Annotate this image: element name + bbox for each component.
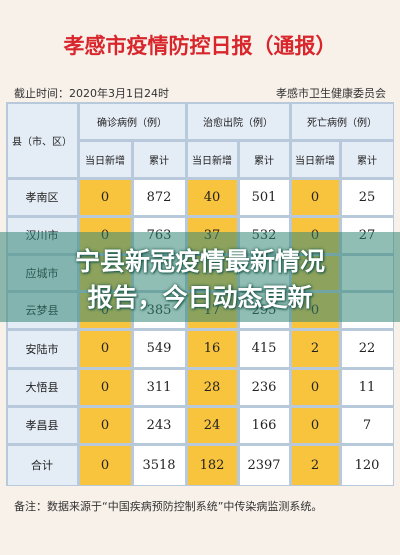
daily-count: 182 xyxy=(187,445,237,485)
total-count: 7 xyxy=(341,407,393,443)
daily-count: 2 xyxy=(291,330,339,367)
daily-count: 16 xyxy=(187,330,237,367)
region-name: 合计 xyxy=(7,445,77,485)
daily-count: 0 xyxy=(79,445,131,485)
sub-header: 累计 xyxy=(341,141,393,177)
daily-count: 0 xyxy=(79,369,131,405)
sub-header: 当日新增 xyxy=(79,141,131,177)
daily-count: 0 xyxy=(79,407,131,443)
sub-header: 累计 xyxy=(133,141,185,177)
total-count: 22 xyxy=(341,330,393,367)
group-header: 死亡病例（例） xyxy=(291,103,393,139)
sub-header: 当日新增 xyxy=(187,141,237,177)
daily-count: 0 xyxy=(291,407,339,443)
daily-count: 0 xyxy=(291,369,339,405)
total-count: 243 xyxy=(133,407,185,443)
issuer: 孝感市卫生健康委员会 xyxy=(276,87,386,100)
daily-count: 2 xyxy=(291,445,339,485)
sub-header: 当日新增 xyxy=(291,141,339,177)
total-count: 501 xyxy=(239,179,289,215)
total-count: 11 xyxy=(341,369,393,405)
daily-count: 0 xyxy=(291,179,339,215)
total-count: 415 xyxy=(239,330,289,367)
total-count: 549 xyxy=(133,330,185,367)
total-count: 120 xyxy=(341,445,393,485)
group-header: 治愈出院（例） xyxy=(187,103,289,139)
total-count: 2397 xyxy=(239,445,289,485)
cutoff-time: 截止时间：2020年3月1日24时 xyxy=(14,87,169,100)
total-count: 236 xyxy=(239,369,289,405)
total-count: 3518 xyxy=(133,445,185,485)
region-name: 大悟县 xyxy=(7,369,77,405)
daily-count: 0 xyxy=(79,179,131,215)
daily-count: 40 xyxy=(187,179,237,215)
banner-line: 报告，今日动态更新 xyxy=(87,283,313,312)
corner-header: 县（市、区） xyxy=(7,103,77,177)
banner: 宁县新冠疫情最新情况 报告，今日动态更新 xyxy=(0,232,400,322)
sub-header: 累计 xyxy=(239,141,289,177)
region-name: 孝昌县 xyxy=(7,407,77,443)
daily-count: 28 xyxy=(187,369,237,405)
total-count: 311 xyxy=(133,369,185,405)
total-count: 166 xyxy=(239,407,289,443)
banner-line: 宁县新冠疫情最新情况 xyxy=(74,247,325,276)
daily-count: 24 xyxy=(187,407,237,443)
title: 孝感市疫情防控日报（通报） xyxy=(63,33,337,58)
total-count: 25 xyxy=(341,179,393,215)
daily-count: 0 xyxy=(79,330,131,367)
note: 备注：数据来源于“中国疾病预防控制系统”中传染病监测系统。 xyxy=(14,500,323,513)
region-name: 孝南区 xyxy=(7,179,77,215)
group-header: 确诊病例（例） xyxy=(79,103,185,139)
total-count: 872 xyxy=(133,179,185,215)
region-name: 安陆市 xyxy=(7,330,77,367)
